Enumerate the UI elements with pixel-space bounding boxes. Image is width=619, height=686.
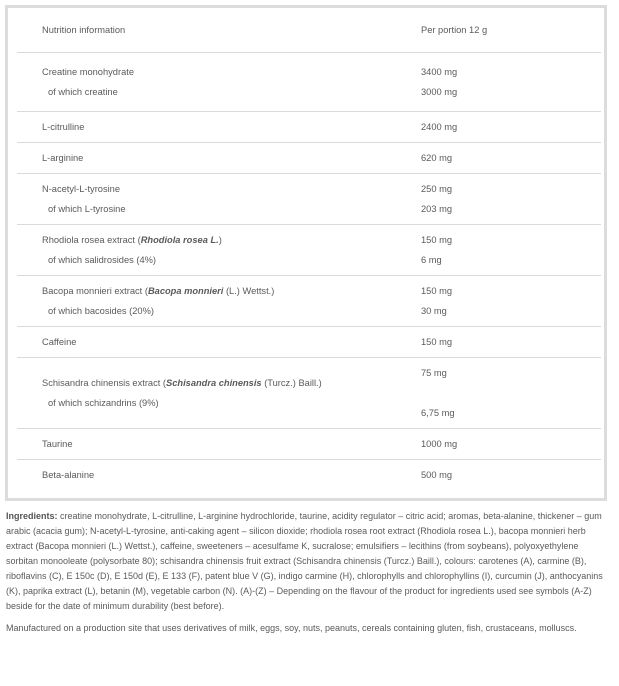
table-row: Taurine 1000 mg xyxy=(17,429,601,460)
ingredients-label: Ingredients: xyxy=(6,511,58,521)
row-name: Rhodiola rosea extract (Rhodiola rosea L… xyxy=(42,230,222,250)
ingredients-text: creatine monohydrate, L-citrulline, L-ar… xyxy=(6,511,603,611)
latin-name: Schisandra chinensis xyxy=(166,378,262,388)
row-value: 1000 mg xyxy=(421,439,458,449)
table-row: L-citrulline 2400 mg xyxy=(17,112,601,143)
row-sub-name: of which L-tyrosine xyxy=(48,204,126,214)
row-value: 500 mg xyxy=(421,470,453,480)
row-sub-value: 203 mg xyxy=(421,204,453,214)
allergen-note: Manufactured on a production site that u… xyxy=(6,623,577,633)
row-name: Taurine xyxy=(42,439,73,449)
table-row: Beta-alanine 500 mg xyxy=(17,460,601,490)
name-suffix: (L.) Wettst.) xyxy=(223,286,275,296)
row-name: Beta-alanine xyxy=(42,470,95,480)
name-suffix: ) xyxy=(218,235,222,245)
row-value: 620 mg xyxy=(421,153,453,163)
row-name: L-arginine xyxy=(42,153,84,163)
row-sub-value: 6 mg xyxy=(421,255,442,265)
latin-name: Rhodiola rosea L. xyxy=(140,235,219,245)
name-text: Rhodiola rosea extract ( xyxy=(42,235,141,245)
name-suffix: (Turcz.) Baill.) xyxy=(261,378,322,388)
header-value: Per portion 12 g xyxy=(421,25,488,35)
header-name: Nutrition information xyxy=(42,25,126,35)
row-sub-value: 30 mg xyxy=(421,306,447,316)
row-sub-name: of which schizandrins (9%) xyxy=(48,398,159,408)
row-value: 75 mg xyxy=(421,368,447,378)
ingredients-section: Ingredients: creatine monohydrate, L-cit… xyxy=(6,509,610,643)
row-sub-name: of which salidrosides (4%) xyxy=(48,255,156,265)
name-text: Schisandra chinensis extract ( xyxy=(42,378,167,388)
row-sub-value: 3000 mg xyxy=(421,87,458,97)
row-name: Caffeine xyxy=(42,337,77,347)
table-row: Schisandra chinensis extract (Schisandra… xyxy=(17,358,601,429)
latin-name: Bacopa monnieri xyxy=(147,286,224,296)
ingredients-paragraph: Ingredients: creatine monohydrate, L-cit… xyxy=(6,509,610,614)
row-value: 3400 mg xyxy=(421,67,458,77)
table-row: L-arginine 620 mg xyxy=(17,143,601,174)
row-value: 150 mg xyxy=(421,235,453,245)
name-text: Bacopa monnieri extract ( xyxy=(42,286,148,296)
row-value: 250 mg xyxy=(421,184,453,194)
table-row: Bacopa monnieri extract (Bacopa monnieri… xyxy=(17,276,601,327)
row-name: Creatine monohydrate xyxy=(42,67,134,77)
row-sub-value: 6,75 mg xyxy=(421,408,455,418)
row-name: Schisandra chinensis extract (Schisandra… xyxy=(42,373,322,393)
row-name: L-citrulline xyxy=(42,122,85,132)
row-value: 2400 mg xyxy=(421,122,458,132)
row-sub-name: of which creatine xyxy=(48,87,118,97)
row-name: N-acetyl-L-tyrosine xyxy=(42,184,121,194)
table-row: N-acetyl-L-tyrosine of which L-tyrosine 2… xyxy=(17,174,601,225)
table-row: Creatine monohydrate of which creatine 34… xyxy=(17,53,601,112)
nutrition-table: Nutrition information Per portion 12 g C… xyxy=(5,5,607,501)
row-sub-name: of which bacosides (20%) xyxy=(48,306,154,316)
row-value: 150 mg xyxy=(421,286,453,296)
row-value: 150 mg xyxy=(421,337,453,347)
table-row: Rhodiola rosea extract (Rhodiola rosea L… xyxy=(17,225,601,276)
table-row: Caffeine 150 mg xyxy=(17,327,601,358)
table-header: Nutrition information Per portion 12 g xyxy=(17,8,601,53)
row-name: Bacopa monnieri extract (Bacopa monnieri… xyxy=(42,281,274,301)
